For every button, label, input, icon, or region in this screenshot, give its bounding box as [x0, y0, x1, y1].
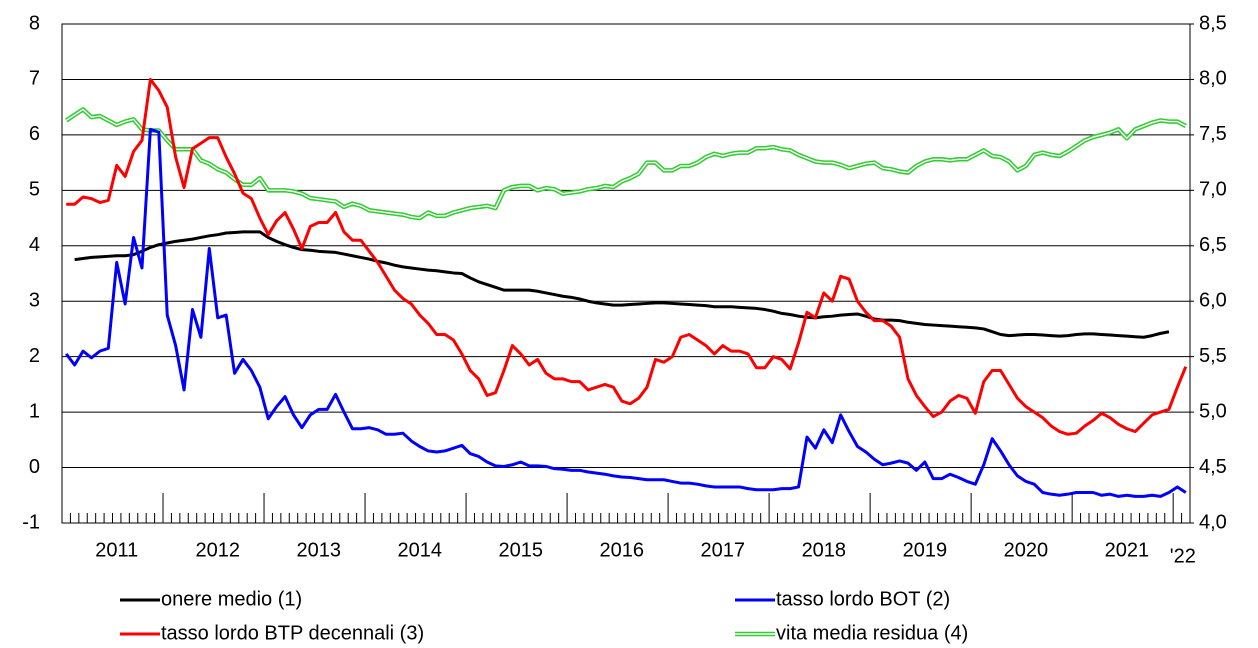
- y2-tick-label: 5,5: [1199, 345, 1227, 367]
- x-tick-label: 2017: [701, 539, 746, 561]
- x-tick-label: 2020: [1004, 539, 1049, 561]
- x-tick-label: 2014: [398, 539, 443, 561]
- series-line: [74, 230, 1170, 339]
- y-tick-label: -1: [22, 511, 40, 533]
- x-tick-label: 2018: [802, 539, 847, 561]
- y-tick-label: 7: [29, 68, 40, 90]
- plot-lines: [64, 77, 1188, 498]
- x-tick-label: 2013: [296, 539, 341, 561]
- y-tick-label: 4: [29, 234, 40, 256]
- x-tick-label: 2015: [499, 539, 544, 561]
- legend-label: tasso lordo BTP decennali (3): [161, 622, 424, 644]
- x-tick-label: '22: [1170, 545, 1196, 567]
- legend: onere medio (1) tasso lordo BOT (2) tasso …: [120, 588, 968, 644]
- y2-tick-label: 7,5: [1199, 123, 1227, 145]
- y-tick-label: 0: [29, 456, 40, 478]
- series-line-inner: [65, 108, 1187, 219]
- series-line: [66, 77, 1188, 436]
- x-tick-label: 2016: [600, 539, 645, 561]
- y2-tick-label: 8,0: [1199, 68, 1227, 90]
- y-tick-label: 2: [29, 345, 40, 367]
- y2-tick-label: 8,5: [1199, 12, 1227, 34]
- x-tick-label: 2019: [903, 539, 948, 561]
- x-tick-label: 2021: [1105, 539, 1150, 561]
- y2-tick-label: 6,5: [1199, 234, 1227, 256]
- y-tick-label: 3: [29, 290, 40, 312]
- y2-tick-label: 7,0: [1199, 179, 1227, 201]
- x-tick-label: 2012: [195, 539, 240, 561]
- axes: -1 0 1 2 3 4 5 6 7 8 4,0 4,5 5,0 5,5 6,0 6,5 7,0 7,5 8,0 8,…: [22, 12, 1227, 567]
- legend-label: tasso lordo BOT (2): [776, 588, 950, 610]
- legend-label: vita media residua (4): [776, 622, 968, 644]
- y-tick-label: 8: [29, 12, 40, 34]
- y2-tick-label: 5,0: [1199, 400, 1227, 422]
- y-tick-label: 6: [29, 123, 40, 145]
- y-tick-label: 1: [29, 400, 40, 422]
- y-tick-label: 5: [29, 179, 40, 201]
- y2-tick-label: 4,0: [1199, 511, 1227, 533]
- y2-tick-label: 6,0: [1199, 290, 1227, 312]
- legend-label: onere medio (1): [161, 588, 302, 610]
- series-line: [65, 127, 1187, 498]
- x-tick-label: 2011: [95, 539, 138, 561]
- y2-tick-label: 4,5: [1199, 456, 1227, 478]
